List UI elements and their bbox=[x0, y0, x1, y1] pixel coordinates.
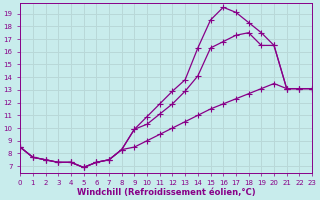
X-axis label: Windchill (Refroidissement éolien,°C): Windchill (Refroidissement éolien,°C) bbox=[77, 188, 255, 197]
